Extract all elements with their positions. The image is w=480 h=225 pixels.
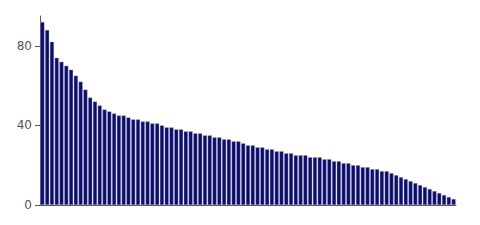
svg-text:80: 80 xyxy=(17,39,32,53)
svg-text:0: 0 xyxy=(24,198,32,212)
svg-text:40: 40 xyxy=(17,118,32,132)
